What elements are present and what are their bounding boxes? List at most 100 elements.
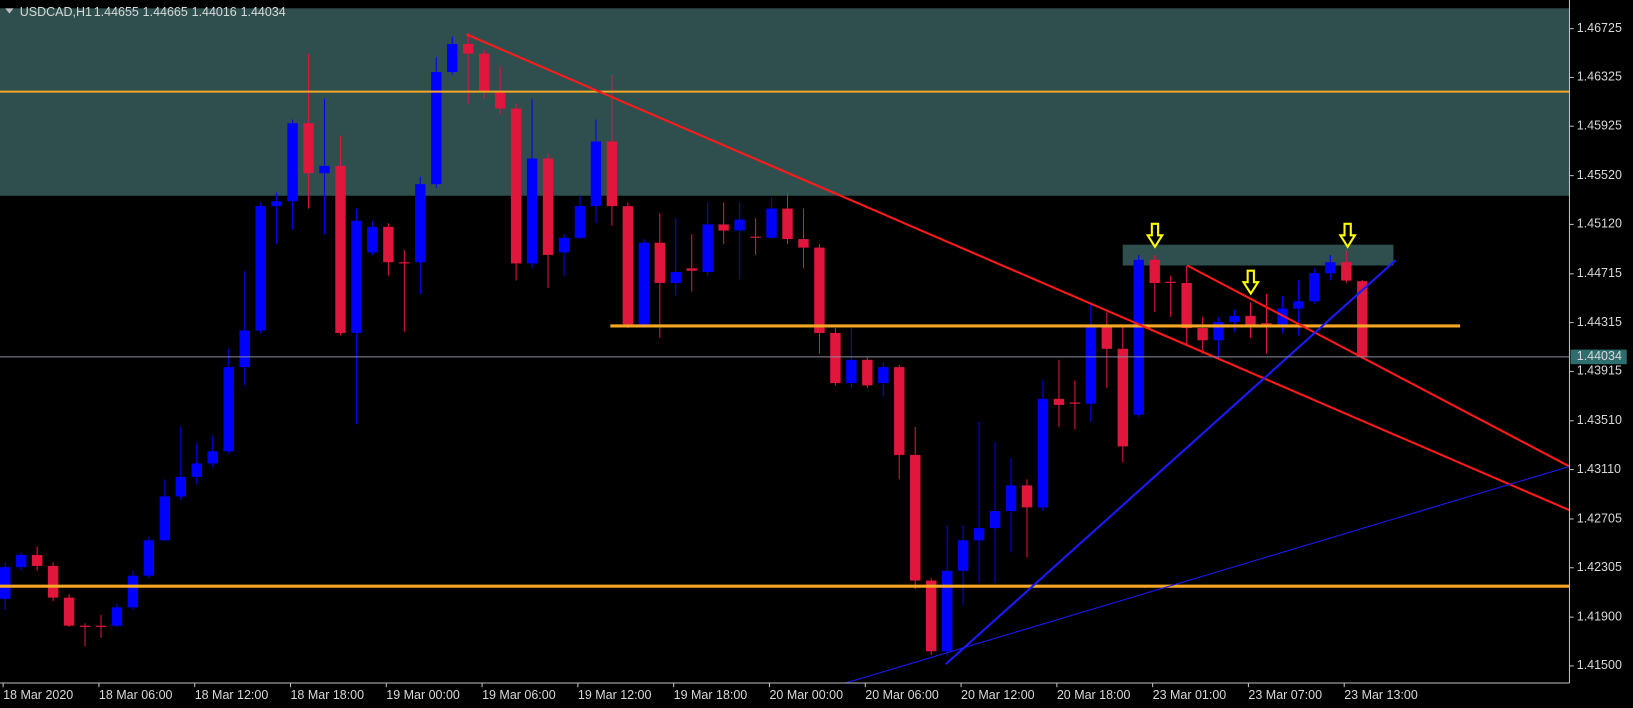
candle-body xyxy=(798,239,809,248)
x-tick-label: 18 Mar 18:00 xyxy=(291,688,365,702)
candle-body xyxy=(526,158,538,264)
small-zone xyxy=(1122,244,1394,266)
candle-body xyxy=(862,359,873,386)
header-high: 1.44665 xyxy=(143,5,188,19)
candle-body xyxy=(510,108,522,264)
candle-body xyxy=(63,597,75,626)
candle-body xyxy=(1037,398,1049,508)
header-open: 1.44655 xyxy=(94,5,139,19)
candle-body xyxy=(0,567,11,599)
candle-body xyxy=(1325,262,1336,274)
x-tick-label: 19 Mar 18:00 xyxy=(674,688,748,702)
candle-body xyxy=(1261,323,1272,325)
candle-body xyxy=(287,123,298,202)
x-tick-label: 19 Mar 12:00 xyxy=(578,688,652,702)
y-tick-label: 1.43510 xyxy=(1577,413,1622,427)
candle-body xyxy=(1197,328,1208,341)
candle-body xyxy=(175,476,187,497)
candle-body xyxy=(1085,326,1097,404)
x-tick-label: 18 Mar 2020 xyxy=(3,688,73,702)
y-tick-label: 1.41900 xyxy=(1577,609,1622,623)
candle-body xyxy=(1021,485,1033,508)
candle-body xyxy=(127,575,139,608)
candle-body xyxy=(846,359,857,383)
y-tick-label: 1.44715 xyxy=(1577,266,1622,280)
candle-body xyxy=(1149,259,1160,283)
trend-line xyxy=(466,33,1570,512)
candle-body xyxy=(143,540,155,576)
candle-body xyxy=(606,141,618,207)
candle-body xyxy=(686,268,697,271)
candle-body xyxy=(191,463,203,477)
candle-body xyxy=(367,226,378,253)
candles xyxy=(0,32,1368,657)
candle-body xyxy=(750,236,761,238)
candle-body xyxy=(638,242,650,325)
x-tick-label: 20 Mar 06:00 xyxy=(865,688,939,702)
arrow xyxy=(1338,222,1357,249)
x-tick-label: 20 Mar 18:00 xyxy=(1057,688,1131,702)
candle-body xyxy=(670,271,681,283)
y-tick-label: 1.41500 xyxy=(1577,658,1622,672)
candle-body xyxy=(1133,259,1144,415)
resistance-zone xyxy=(0,8,1570,196)
candle-body xyxy=(925,580,937,652)
candle-body xyxy=(1293,301,1304,309)
current-price-box xyxy=(1570,349,1627,365)
y-tick-label: 1.45520 xyxy=(1577,168,1622,182)
candle-body xyxy=(223,367,234,452)
x-tick-label: 19 Mar 00:00 xyxy=(386,688,460,702)
drawings-back xyxy=(0,8,1570,266)
candle-body xyxy=(478,53,490,92)
candle-body xyxy=(462,43,474,54)
x-tick-label: 23 Mar 13:00 xyxy=(1344,688,1418,702)
candle-body xyxy=(542,158,554,255)
candle-body xyxy=(1213,321,1224,341)
x-tick-label: 23 Mar 07:00 xyxy=(1248,688,1322,702)
y-tick-label: 1.45120 xyxy=(1577,217,1622,231)
candle-body xyxy=(1069,402,1081,404)
candle-body xyxy=(1229,315,1240,322)
candle-body xyxy=(1181,282,1192,329)
candle-body xyxy=(1165,281,1176,283)
y-tick-label: 1.46325 xyxy=(1577,70,1622,84)
candle-body xyxy=(782,208,793,240)
x-tick-label: 18 Mar 12:00 xyxy=(195,688,269,702)
trend-line xyxy=(845,465,1570,684)
candle-body xyxy=(15,554,27,568)
candle-body xyxy=(239,330,250,368)
x-tick-label: 18 Mar 06:00 xyxy=(99,688,173,702)
candle-body xyxy=(957,540,969,571)
x-tick-label: 19 Mar 06:00 xyxy=(482,688,556,702)
x-tick-label: 20 Mar 00:00 xyxy=(769,688,843,702)
candle-body xyxy=(1341,262,1352,281)
candle-body xyxy=(1357,281,1368,357)
x-tick-label: 23 Mar 01:00 xyxy=(1153,688,1227,702)
candle-body xyxy=(654,242,665,283)
y-tick-label: 1.45925 xyxy=(1577,119,1622,133)
symbol-title: USDCAD,H1 xyxy=(20,5,92,19)
candle-body xyxy=(271,201,282,207)
header-close: 1.44034 xyxy=(241,5,286,19)
candle-body xyxy=(1053,398,1065,405)
candle-body xyxy=(383,226,394,263)
header-low: 1.44016 xyxy=(192,5,237,19)
trend-line xyxy=(944,259,1397,666)
candle-body xyxy=(878,367,889,383)
candle-body xyxy=(494,91,506,109)
candle-body xyxy=(558,237,570,253)
candle-body xyxy=(1245,315,1256,326)
arrow xyxy=(1241,269,1260,296)
candle-body xyxy=(894,367,905,455)
candle-body xyxy=(303,123,314,174)
candle-body xyxy=(207,451,218,464)
y-tick-label: 1.44315 xyxy=(1577,315,1622,329)
candle-body xyxy=(941,570,953,652)
y-tick-label: 1.43110 xyxy=(1577,462,1621,476)
candle-body xyxy=(590,141,602,207)
candle-body xyxy=(1101,326,1113,349)
candle-body xyxy=(95,625,107,627)
